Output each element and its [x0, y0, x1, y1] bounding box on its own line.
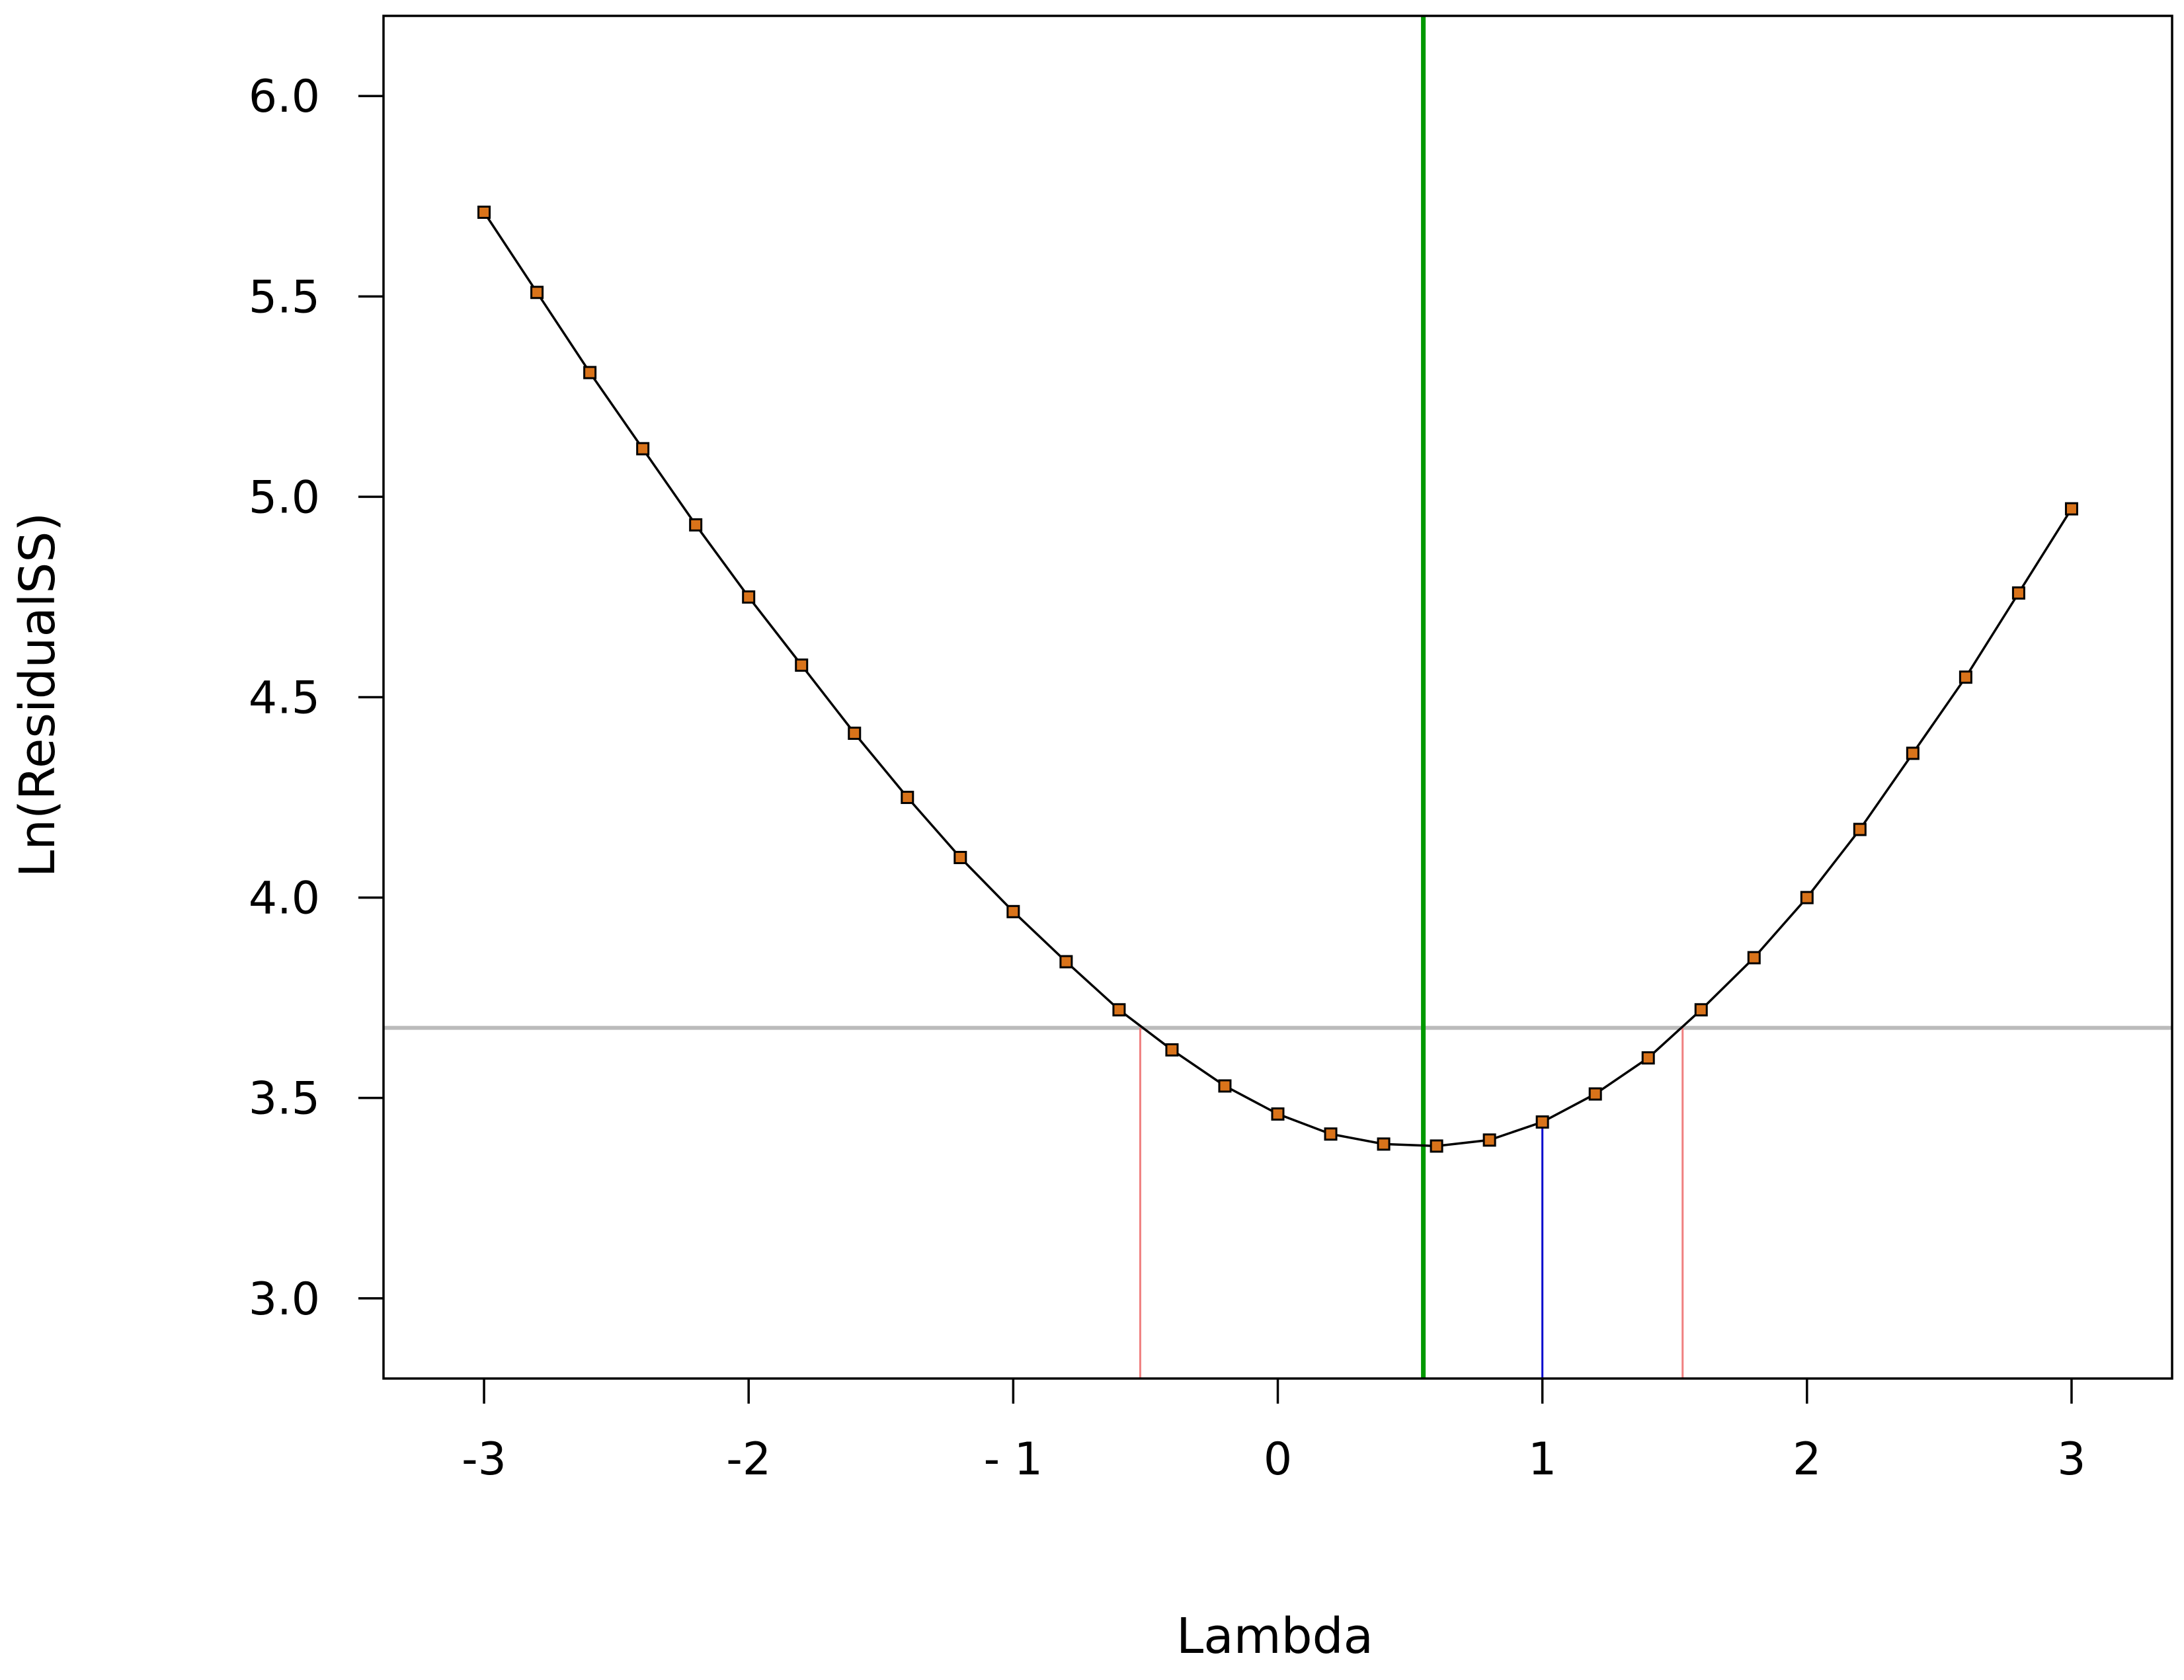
- data-point: [1430, 1139, 1443, 1153]
- data-point: [2011, 586, 2025, 600]
- data-point: [742, 590, 756, 604]
- data-point: [1800, 891, 1814, 904]
- data-point: [1482, 1133, 1496, 1147]
- x-tick-label: 0: [1264, 1433, 1292, 1486]
- data-point: [530, 286, 544, 300]
- data-point: [1271, 1107, 1285, 1121]
- data-point: [795, 659, 809, 672]
- y-tick-label: 5.5: [249, 271, 320, 323]
- data-point: [1588, 1087, 1602, 1101]
- data-point: [1853, 822, 1867, 836]
- x-tick-label: -2: [726, 1433, 771, 1486]
- y-tick-label: 3.0: [249, 1273, 320, 1326]
- y-tick-label: 6.0: [249, 71, 320, 123]
- x-tick-label: 1: [1528, 1433, 1557, 1486]
- data-point: [1377, 1137, 1391, 1151]
- data-point: [636, 442, 650, 456]
- data-point: [1059, 955, 1073, 969]
- data-point: [689, 518, 703, 532]
- x-tick-label: -3: [462, 1433, 506, 1486]
- data-point: [583, 366, 597, 380]
- y-axis-title: Ln(ResidualSS): [9, 512, 66, 877]
- y-tick-label: 3.5: [249, 1073, 320, 1125]
- y-tick-label: 5.0: [249, 471, 320, 524]
- data-point: [901, 791, 914, 805]
- data-point: [2064, 502, 2078, 516]
- data-point: [1006, 904, 1020, 918]
- data-point: [953, 850, 967, 864]
- data-point: [1324, 1127, 1338, 1141]
- data-point: [1165, 1043, 1179, 1057]
- data-point: [1641, 1051, 1655, 1065]
- data-point: [477, 206, 491, 220]
- data-point: [1694, 1003, 1708, 1017]
- data-point: [1535, 1115, 1549, 1129]
- data-point: [1112, 1003, 1126, 1017]
- x-tick-label: 2: [1793, 1433, 1821, 1486]
- x-tick-label: 3: [2057, 1433, 2085, 1486]
- data-point: [1906, 746, 1920, 760]
- x-tick-label: - 1: [984, 1433, 1043, 1486]
- data-point: [1747, 951, 1761, 965]
- data-point: [848, 727, 862, 740]
- data-point: [1959, 670, 1972, 684]
- y-tick-label: 4.0: [249, 873, 320, 925]
- x-axis-title: Lambda: [1176, 1608, 1373, 1665]
- y-tick-label: 4.5: [249, 672, 320, 725]
- data-point: [1218, 1079, 1232, 1093]
